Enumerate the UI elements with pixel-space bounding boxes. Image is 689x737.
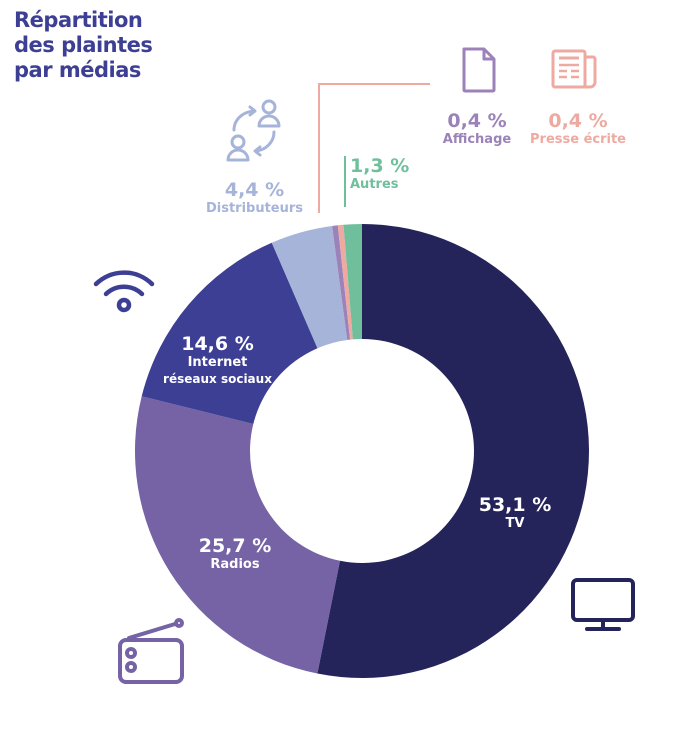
internet-percent: 14,6 % [181, 333, 254, 355]
radios-name: Radios [210, 557, 260, 572]
chart-title: Répartition des plaintes par médias [14, 8, 214, 83]
internet-name-line-2: réseaux sociaux [163, 372, 272, 386]
newspaper-icon [551, 49, 597, 89]
distributeurs-percent: 4,4 % [224, 179, 285, 201]
radio-icon [118, 618, 184, 684]
tv-icon [571, 578, 635, 631]
slice-distributeurs [271, 225, 348, 349]
title-line-2: des plaintes [14, 33, 153, 57]
label-presse: 0,4 % Presse écrite [526, 110, 630, 148]
title-line-3: par médias [14, 58, 141, 82]
distributeurs-name: Distributeurs [205, 201, 304, 216]
label-affichage: 0,4 % Affichage [432, 110, 522, 148]
users-exchange-icon [226, 99, 281, 162]
affichage-name: Affichage [442, 132, 512, 147]
slice-internet [141, 242, 318, 424]
slice-presse [337, 224, 353, 340]
slice-tv [317, 224, 589, 678]
label-tv: 53,1 % TV [470, 494, 560, 532]
presse-percent: 0,4 % [548, 110, 608, 132]
document-icon [462, 47, 496, 93]
slice-radios [135, 396, 340, 674]
label-distributeurs: 4,4 % Distributeurs [197, 179, 312, 217]
label-autres: 1,3 % Autres [350, 155, 410, 193]
radios-percent: 25,7 % [198, 535, 272, 557]
tv-percent: 53,1 % [478, 494, 552, 516]
internet-name-line-1: Internet [187, 355, 248, 370]
wifi-icon [93, 270, 155, 313]
slice-affichage [332, 225, 351, 340]
presse-name: Presse écrite [530, 132, 626, 147]
label-radios: 25,7 % Radios [185, 535, 285, 573]
affichage-percent: 0,4 % [447, 110, 507, 132]
slice-autres [343, 224, 362, 340]
tv-name: TV [505, 516, 525, 531]
label-internet: 14,6 % Internet réseaux sociaux [155, 333, 280, 387]
leader-line-presse [318, 83, 430, 213]
autres-name: Autres [350, 177, 399, 192]
title-line-1: Répartition [14, 8, 143, 32]
autres-percent: 1,3 % [350, 155, 410, 177]
